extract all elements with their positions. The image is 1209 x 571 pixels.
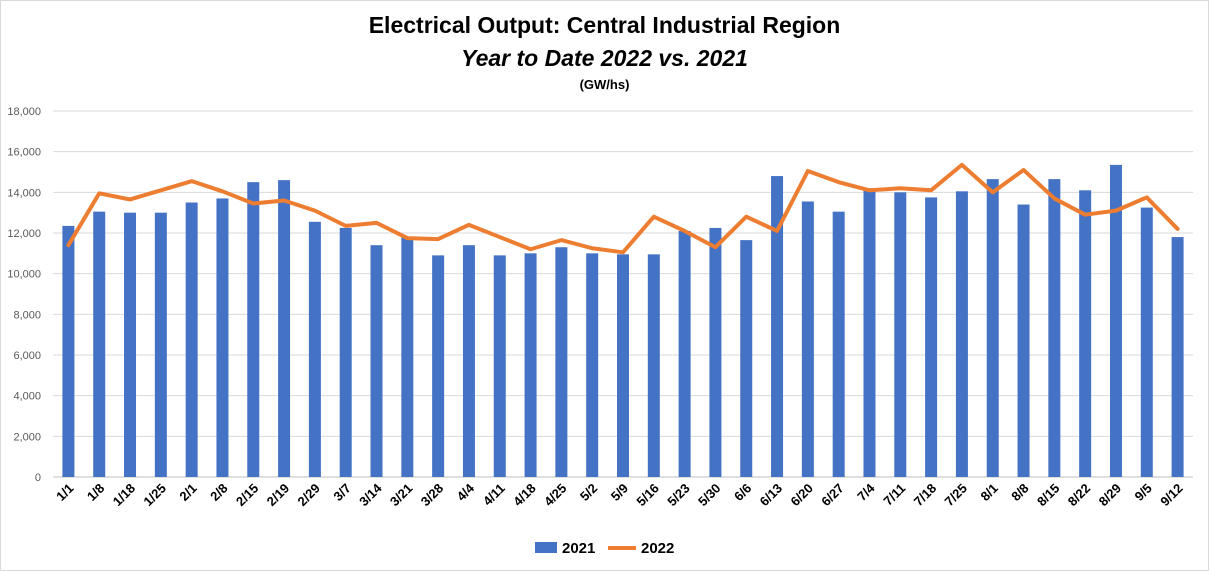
- x-tick-label: 2/8: [207, 481, 230, 504]
- x-tick-label: 6/27: [818, 481, 847, 510]
- x-tick-label: 5/9: [608, 481, 631, 504]
- legend-swatch-2021: [535, 542, 557, 553]
- x-tick-label: 3/28: [418, 481, 447, 510]
- y-tick-label: 18,000: [7, 106, 41, 118]
- x-tick-label: 7/25: [942, 481, 971, 510]
- bar-2021: [955, 191, 968, 478]
- y-tick-label: 4,000: [13, 391, 41, 403]
- bar-2021: [647, 254, 660, 477]
- bar-2021: [1171, 237, 1184, 477]
- bar-2021: [1048, 179, 1061, 477]
- y-tick-label: 8,000: [13, 309, 41, 321]
- y-tick-label: 6,000: [13, 350, 41, 362]
- bar-2021: [493, 255, 506, 477]
- x-tick-label: 3/21: [387, 481, 416, 510]
- bar-2021: [801, 201, 814, 477]
- x-tick-label: 2/15: [233, 481, 262, 510]
- x-tick-label: 2/19: [264, 481, 293, 510]
- x-tick-label: 8/15: [1034, 481, 1063, 510]
- x-tick-label: 6/6: [731, 481, 754, 504]
- bar-2021: [986, 179, 999, 477]
- x-tick-label: 5/16: [633, 481, 662, 510]
- x-tick-label: 3/7: [330, 481, 353, 504]
- bar-2021: [709, 227, 722, 477]
- chart-title: Electrical Output: Central Industrial Re…: [368, 12, 841, 38]
- chart-subtitle: Year to Date 2022 vs. 2021: [461, 45, 748, 71]
- x-tick-label: 1/18: [110, 481, 139, 510]
- legend-label-2022: 2022: [641, 540, 674, 557]
- bar-2021: [771, 176, 784, 478]
- x-tick-label: 6/20: [787, 481, 816, 510]
- legend-label-2021: 2021: [562, 540, 595, 557]
- bar-2021: [154, 212, 167, 477]
- x-tick-label: 4/18: [510, 481, 539, 510]
- line-2022: [66, 162, 1180, 255]
- x-tick-label: 4/11: [480, 481, 508, 509]
- bar-2021: [524, 253, 537, 477]
- bar-2021: [1109, 164, 1122, 477]
- x-tick-label: 7/4: [854, 480, 878, 504]
- bar-2021: [832, 211, 845, 477]
- y-tick-label: 14,000: [7, 187, 41, 199]
- y-tick-label: 10,000: [7, 269, 41, 281]
- x-tick-label: 2/1: [176, 481, 199, 504]
- bar-2021: [247, 182, 260, 477]
- bar-2021: [925, 197, 938, 477]
- bar-2021: [1140, 207, 1153, 478]
- x-tick-label: 4/25: [541, 481, 570, 510]
- bar-2021: [432, 255, 445, 477]
- x-tick-label: 1/25: [140, 481, 169, 510]
- x-tick-label: 2/29: [295, 481, 324, 510]
- bar-2021: [401, 237, 414, 477]
- bar-2021: [124, 212, 137, 477]
- bar-2021: [339, 227, 352, 477]
- bar-2021: [62, 225, 75, 477]
- x-tick-label: 6/13: [757, 481, 786, 510]
- bar-2021: [678, 230, 691, 477]
- x-tick-label: 9/5: [1132, 481, 1155, 504]
- bar-2021: [894, 192, 907, 478]
- bar-2021: [1017, 204, 1030, 478]
- bar-2021: [370, 245, 383, 477]
- x-tick-label: 5/2: [577, 481, 600, 504]
- bar-2021: [185, 202, 198, 477]
- bar-2021: [462, 245, 475, 477]
- x-tick-label: 7/18: [911, 481, 940, 510]
- bar-2021: [1079, 190, 1092, 478]
- x-tick-label: 8/8: [1008, 481, 1031, 504]
- bar-2021: [93, 211, 106, 477]
- x-tick-label: 5/30: [695, 481, 724, 510]
- bar-2021: [617, 254, 629, 477]
- bar-2021: [740, 240, 753, 477]
- bar-2021: [278, 180, 291, 477]
- x-tick-label: 5/23: [664, 481, 693, 510]
- y-tick-label: 2,000: [13, 431, 41, 443]
- x-tick-label: 7/11: [880, 481, 908, 509]
- bar-2021: [308, 221, 321, 477]
- x-tick-label: 1/8: [84, 481, 107, 504]
- bar-2021: [555, 247, 568, 477]
- y-tick-label: 16,000: [7, 147, 41, 159]
- x-tick-label: 8/22: [1065, 481, 1094, 510]
- y-tick-label: 12,000: [7, 228, 41, 240]
- x-tick-label: 8/1: [977, 481, 1000, 504]
- bar-2021: [863, 188, 876, 477]
- x-tick-label: 9/12: [1157, 481, 1186, 510]
- bar-2021: [586, 253, 599, 477]
- bar-2021: [216, 198, 229, 477]
- x-tick-label: 4/4: [454, 480, 478, 504]
- x-tick-label: 8/29: [1096, 481, 1125, 510]
- y-tick-label: 0: [35, 472, 41, 484]
- unit-label: (GW/hs): [579, 77, 630, 92]
- x-tick-label: 3/14: [356, 480, 385, 509]
- x-tick-label: 1/1: [53, 481, 76, 504]
